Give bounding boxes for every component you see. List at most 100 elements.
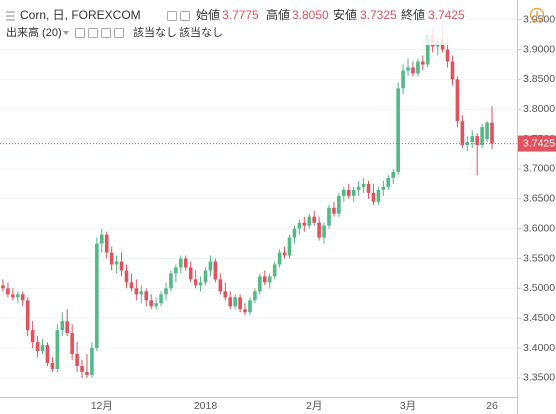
ohlc-value: 3.7775 xyxy=(222,8,259,22)
candle-body xyxy=(114,261,119,265)
volume-icons[interactable] xyxy=(75,28,124,38)
candle-body xyxy=(450,61,455,80)
candle-body xyxy=(144,291,149,301)
dropdown-icon[interactable] xyxy=(63,31,69,35)
candle-body xyxy=(85,371,89,375)
candle-body xyxy=(332,207,336,214)
candle-body xyxy=(396,88,400,172)
candle-body xyxy=(371,192,376,202)
y-tick-label: 3.3500 xyxy=(523,372,555,384)
candle-body xyxy=(307,216,312,226)
candle-body xyxy=(188,267,193,280)
x-tick-label: 26 xyxy=(486,400,498,412)
candle-body xyxy=(327,207,331,226)
candle-body xyxy=(421,61,425,65)
candle-body xyxy=(346,189,351,196)
candle-body xyxy=(480,127,484,146)
candle-body xyxy=(455,79,460,122)
volume-value: 該当なし xyxy=(133,25,177,39)
ohlc-label: 終値 xyxy=(401,7,425,22)
candle-body xyxy=(55,330,60,369)
x-tick-label: 2月 xyxy=(306,400,322,412)
candle-body xyxy=(297,222,302,229)
candle-body xyxy=(60,321,65,331)
candle-body xyxy=(425,34,430,65)
candle-body xyxy=(317,222,321,238)
y-tick-label: 3.4000 xyxy=(523,342,555,354)
candle-body xyxy=(406,67,410,71)
candle-body xyxy=(139,291,144,295)
y-tick-label: 3.6000 xyxy=(523,222,555,234)
candle-body xyxy=(391,171,396,178)
candle-body xyxy=(262,276,267,283)
candle-body xyxy=(65,321,70,334)
y-tick-label: 3.9500 xyxy=(523,13,555,25)
ohlc-label: 安値 xyxy=(333,7,357,22)
candle-body xyxy=(198,282,203,286)
candle-body xyxy=(193,279,198,286)
candle-body xyxy=(322,225,326,238)
candle-body xyxy=(80,365,84,372)
header-bg xyxy=(0,5,465,45)
candle-body xyxy=(119,261,124,271)
candle-body xyxy=(287,237,292,256)
candle-body xyxy=(208,261,213,271)
candle-body xyxy=(179,258,183,268)
candle-body xyxy=(401,70,405,89)
ohlc-value: 3.7325 xyxy=(360,8,397,22)
candle-body xyxy=(50,362,55,369)
candle-body xyxy=(361,183,366,187)
last-price-label: 3.7425 xyxy=(523,137,555,149)
menu-icon[interactable] xyxy=(6,11,15,21)
candle-body xyxy=(272,264,277,277)
candle-body xyxy=(312,216,316,223)
candle-body xyxy=(159,294,163,304)
candle-body xyxy=(25,300,30,331)
candle-body xyxy=(465,142,470,146)
candle-body xyxy=(45,345,50,363)
candle-body xyxy=(124,270,129,283)
candle-body xyxy=(95,243,99,349)
last-price-tag xyxy=(518,135,556,152)
y-tick-label: 3.8500 xyxy=(523,73,555,85)
candle-body xyxy=(282,252,287,256)
candle-body xyxy=(485,122,489,140)
candle-body xyxy=(218,279,223,292)
candle-body xyxy=(164,288,168,295)
ohlc-label: 高値 xyxy=(266,7,290,22)
candle-body xyxy=(445,49,450,62)
candle-body xyxy=(238,297,242,310)
header: Corn, 日, FOREXCOM 始値 3.7775 高値 3.8050 安値… xyxy=(0,5,465,45)
candle-body xyxy=(35,342,40,352)
volume-label: 出来高 (20) xyxy=(6,25,62,39)
x-tick-label: 3月 xyxy=(400,400,416,412)
candle-body xyxy=(356,186,361,190)
volume-value: 該当なし xyxy=(179,25,223,39)
candle-body xyxy=(386,177,391,187)
y-tick-label: 3.6500 xyxy=(523,193,555,205)
candle-body xyxy=(337,195,341,214)
candle-body xyxy=(75,354,79,366)
candle-body xyxy=(20,294,25,301)
y-tick-label: 3.5500 xyxy=(523,252,555,264)
candle-body xyxy=(376,189,381,202)
ohlc-label: 始値 xyxy=(196,7,220,22)
alert-icon[interactable] xyxy=(529,7,545,23)
header-icons[interactable] xyxy=(167,11,190,21)
candle-body xyxy=(416,61,420,74)
candle-body xyxy=(174,267,178,274)
candles xyxy=(0,25,517,378)
candle-body xyxy=(99,234,104,244)
candle-body xyxy=(277,252,282,265)
candle-body xyxy=(40,345,45,352)
candle-body xyxy=(134,288,139,295)
symbol: Corn, 日, FOREXCOM xyxy=(20,8,141,22)
candle-body xyxy=(302,222,307,226)
candle-body xyxy=(109,252,114,265)
ohlc-value: 3.7425 xyxy=(428,8,465,22)
candle-body xyxy=(490,122,494,144)
y-tick-label: 3.5000 xyxy=(523,282,555,294)
candle-body xyxy=(267,276,272,283)
